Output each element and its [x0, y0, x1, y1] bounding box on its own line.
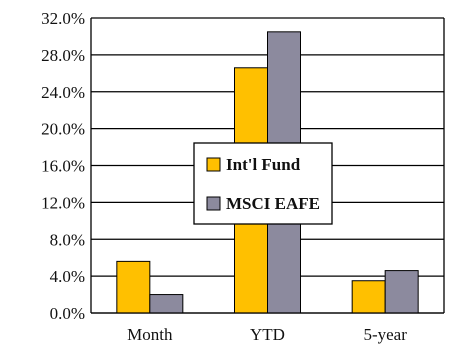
y-tick-label: 4.0% — [50, 267, 85, 286]
y-axis-tick-labels: 0.0% 4.0% 8.0% 12.0% 16.0% 20.0% 24.0% 28.0% 32.… — [41, 9, 85, 323]
y-tick-label: 0.0% — [50, 304, 85, 323]
legend-entry-label: MSCI EAFE — [226, 194, 320, 213]
legend-entry-label: Int'l Fund — [226, 155, 301, 174]
y-tick-label: 24.0% — [41, 83, 85, 102]
x-category-label: 5-year — [363, 325, 407, 344]
bar-msci-eafe-month — [149, 294, 184, 314]
legend: Int'l Fund MSCI EAFE — [193, 142, 333, 225]
legend-swatch — [206, 157, 221, 172]
y-tick-label: 16.0% — [41, 157, 85, 176]
bar-int-l-fund-month — [116, 260, 151, 314]
y-tick-label: 8.0% — [50, 230, 85, 249]
x-category-label: Month — [127, 325, 173, 344]
bar-int-l-fund-5-year — [351, 280, 386, 314]
x-category-label: YTD — [250, 325, 285, 344]
bar-msci-eafe-5-year — [384, 270, 419, 314]
y-tick-label: 12.0% — [41, 193, 85, 212]
y-tick-label: 28.0% — [41, 46, 85, 65]
legend-swatch — [206, 196, 221, 211]
y-tick-label: 20.0% — [41, 120, 85, 139]
y-tick-label: 32.0% — [41, 9, 85, 28]
axes — [90, 18, 445, 314]
x-axis-category-labels: Month YTD 5-year — [127, 325, 407, 344]
